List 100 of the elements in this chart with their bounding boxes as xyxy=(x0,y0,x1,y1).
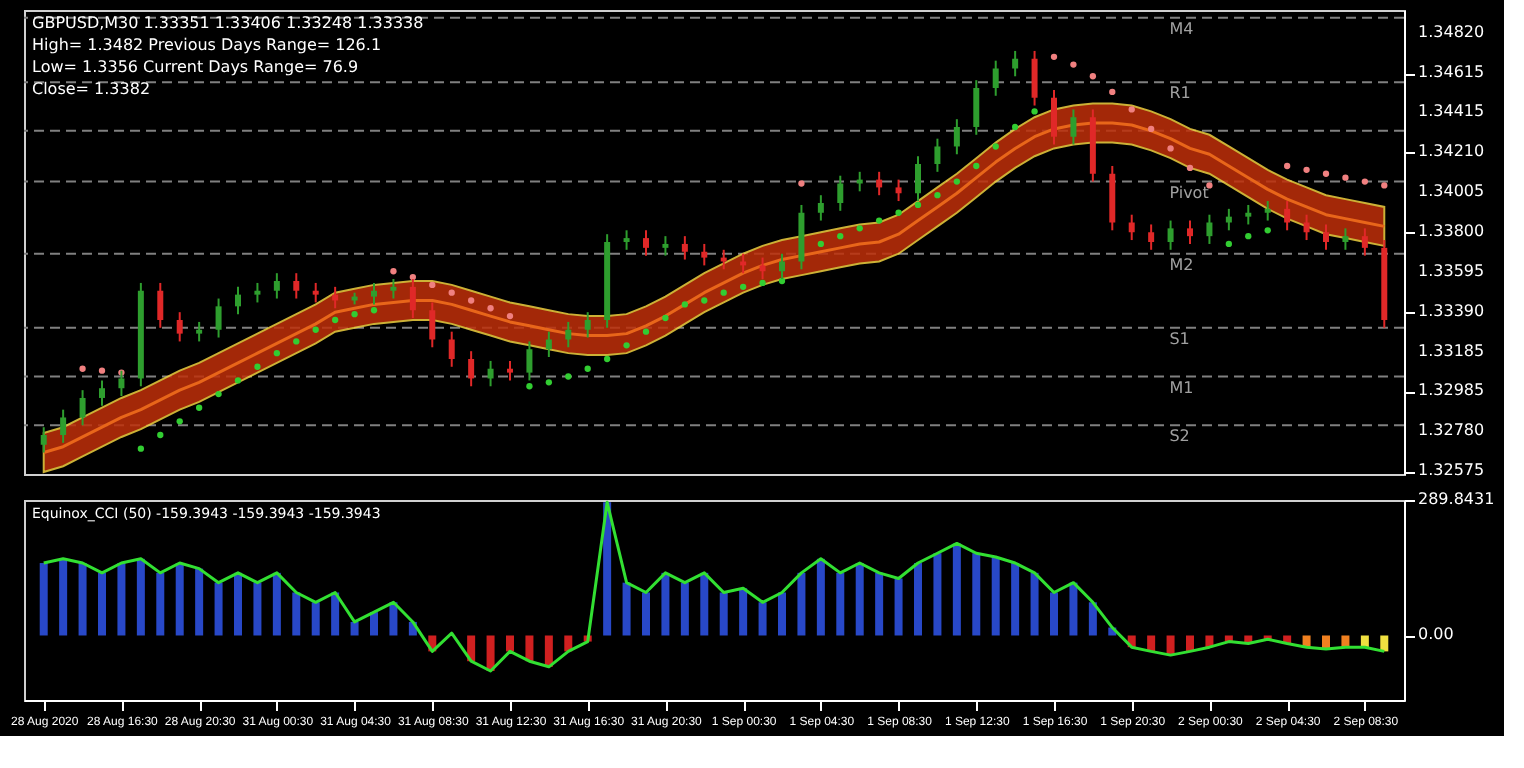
y-tick-label: 1.33595 xyxy=(1418,262,1485,281)
candlestick xyxy=(545,330,552,359)
candlestick xyxy=(1225,207,1232,232)
ref-line-label: S2 xyxy=(1169,427,1190,446)
candlestick xyxy=(1031,49,1038,107)
bar xyxy=(564,635,573,652)
point xyxy=(351,310,358,318)
bar xyxy=(933,553,942,636)
y-tick-label: 289.8431 xyxy=(1418,490,1495,508)
y-tick-label: 1.34210 xyxy=(1418,142,1485,161)
point xyxy=(157,431,164,439)
point xyxy=(1147,125,1155,133)
bar xyxy=(778,592,786,636)
y-tick-label: 1.34615 xyxy=(1418,63,1485,82)
y-tick-label: 1.34820 xyxy=(1418,23,1485,42)
candlestick xyxy=(390,278,397,300)
y-tick-label: 1.32985 xyxy=(1418,381,1485,400)
point xyxy=(506,312,514,320)
point xyxy=(409,273,417,281)
y-tick-label: 1.33390 xyxy=(1418,302,1485,321)
y-tick-label: 1.32575 xyxy=(1418,461,1485,480)
y-tick-label: 1.34415 xyxy=(1418,102,1485,121)
point xyxy=(273,349,281,357)
candlestick xyxy=(1128,213,1135,242)
point xyxy=(681,301,689,308)
point xyxy=(1167,145,1174,152)
annotation: Low= 1.3356 Current Days Range= 76.9 xyxy=(32,58,359,76)
point xyxy=(1342,174,1349,181)
candlestick xyxy=(254,281,261,304)
candlestick xyxy=(1206,213,1213,245)
candlestick xyxy=(429,301,436,349)
bar xyxy=(331,592,340,636)
point xyxy=(331,316,339,324)
point xyxy=(195,404,203,411)
candlestick xyxy=(312,281,319,304)
bar xyxy=(214,582,223,636)
bar xyxy=(1069,582,1078,636)
ref-line-label: M1 xyxy=(1169,378,1194,397)
point xyxy=(914,201,922,209)
bar xyxy=(719,592,728,636)
bar xyxy=(894,578,903,636)
candlestick xyxy=(1361,227,1368,257)
candlestick xyxy=(468,350,475,388)
point xyxy=(1322,170,1330,177)
point xyxy=(215,390,222,398)
y-tick-label: 1.33185 xyxy=(1418,342,1485,361)
point xyxy=(98,367,106,374)
point xyxy=(1089,73,1097,80)
bar xyxy=(1011,563,1020,636)
point xyxy=(584,365,591,372)
point xyxy=(1050,53,1058,60)
bar xyxy=(544,635,553,667)
candlestick xyxy=(740,252,747,275)
point xyxy=(390,268,397,275)
bar xyxy=(59,558,68,636)
point xyxy=(875,217,883,224)
candlestick xyxy=(176,311,183,343)
point xyxy=(1128,106,1135,113)
candlestick xyxy=(448,330,455,368)
ref-line-label: S1 xyxy=(1169,329,1190,348)
point xyxy=(973,162,980,170)
candlestick xyxy=(196,320,203,343)
candlestick xyxy=(215,297,222,339)
bar xyxy=(370,612,378,636)
bar xyxy=(1360,635,1369,648)
candlestick xyxy=(681,235,688,261)
point xyxy=(603,355,611,363)
y-tick-label: 0.00 xyxy=(1418,625,1454,644)
bar xyxy=(680,582,689,636)
y-tick-label: 1.33800 xyxy=(1418,222,1485,241)
point xyxy=(448,289,455,296)
point xyxy=(623,342,630,349)
point xyxy=(837,233,844,240)
candlestick xyxy=(1342,227,1349,251)
candlestick xyxy=(1167,219,1174,251)
point xyxy=(1070,61,1077,68)
point xyxy=(701,297,708,304)
bar xyxy=(311,602,320,636)
point xyxy=(1031,108,1038,115)
point xyxy=(137,445,145,452)
point xyxy=(1225,240,1233,248)
candlestick xyxy=(293,272,300,300)
point xyxy=(467,297,475,304)
point xyxy=(1245,233,1252,240)
candlestick xyxy=(817,194,824,222)
point xyxy=(1283,162,1291,170)
bar xyxy=(1088,602,1097,636)
candlestick xyxy=(623,229,630,251)
point xyxy=(662,314,669,322)
candlestick xyxy=(992,59,999,97)
candlestick xyxy=(235,285,241,316)
bar xyxy=(914,563,922,636)
point xyxy=(642,328,650,335)
annotation: Close= 1.3382 xyxy=(32,80,151,98)
bar xyxy=(642,592,650,636)
candlestick xyxy=(1187,219,1193,245)
bar xyxy=(272,572,281,636)
ref-line-label: M4 xyxy=(1169,19,1194,38)
bar xyxy=(739,588,748,636)
point xyxy=(487,305,494,312)
